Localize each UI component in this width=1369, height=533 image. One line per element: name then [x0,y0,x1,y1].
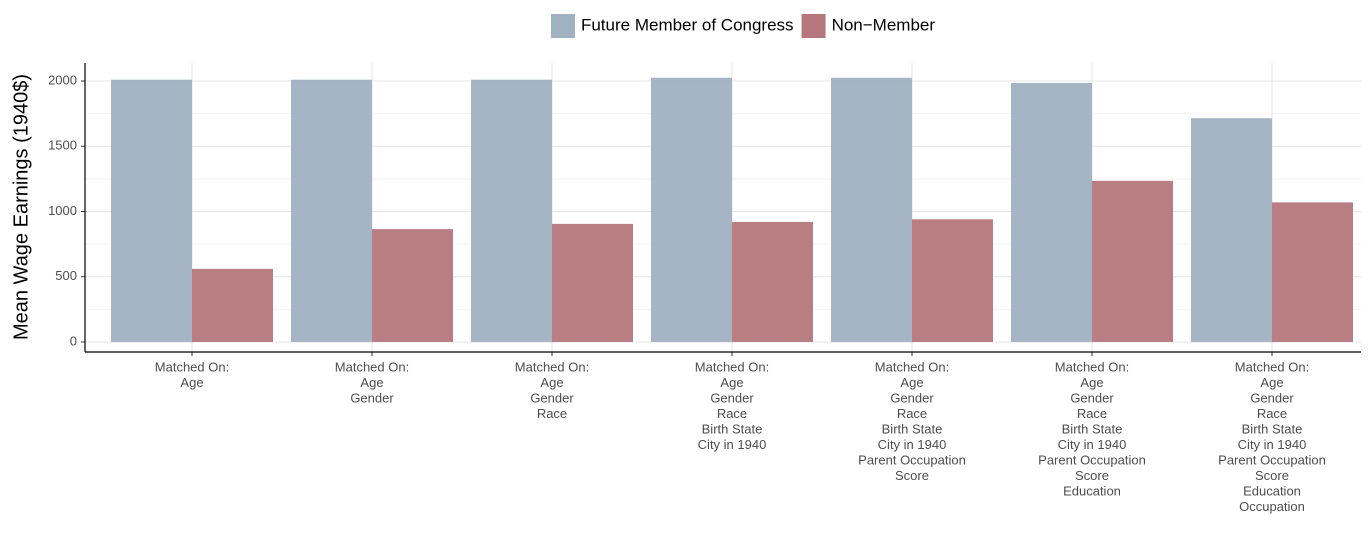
x-tick-label: Race [537,406,567,421]
x-tick-label: Age [360,375,383,390]
x-tick-label: Parent Occupation [858,452,966,467]
x-tick-label: Race [897,406,927,421]
x-tick-label: Matched On: [1055,359,1129,374]
x-tick-label: Birth State [702,421,763,436]
x-tick-label: Parent Occupation [1038,452,1146,467]
y-tick-label: 2000 [48,72,77,87]
x-tick-label: Gender [890,390,934,405]
x-tick-label: Education [1243,483,1301,498]
x-tick-label: Matched On: [335,359,409,374]
x-tick-label: Gender [710,390,754,405]
x-tick-label: Score [1075,468,1109,483]
bar [1272,202,1353,342]
legend-label: Non−Member [832,15,936,34]
x-tick-label: Education [1063,483,1121,498]
x-tick-label: Birth State [1062,421,1123,436]
x-tick-label: City in 1940 [1238,437,1307,452]
x-tick-label: Gender [530,390,574,405]
legend-label: Future Member of Congress [581,15,794,34]
x-tick-label: Matched On: [875,359,949,374]
bar [552,223,633,342]
bar [732,221,813,342]
x-tick-label: Age [900,375,923,390]
x-tick-label: Birth State [882,421,943,436]
y-tick-label: 1000 [48,203,77,218]
x-tick-label: Score [895,468,929,483]
x-tick-label: Matched On: [515,359,589,374]
bar [1092,180,1173,342]
x-tick-label: Occupation [1239,499,1305,514]
x-tick-label: Age [1260,375,1283,390]
x-tick-label: Gender [1070,390,1114,405]
y-tick-label: 500 [55,268,77,283]
x-tick-label: Age [1080,375,1103,390]
y-tick-label: 0 [70,333,77,348]
x-tick-label: Birth State [1242,421,1303,436]
bar [291,79,372,342]
x-tick-label: Matched On: [155,359,229,374]
legend-swatch [550,14,575,38]
bar [1191,118,1272,342]
bar [192,268,273,342]
legend-swatch [801,14,826,38]
bar [471,79,552,342]
x-tick-label: Parent Occupation [1218,452,1326,467]
bar [111,79,192,342]
y-axis-title: Mean Wage Earnings (1940$) [10,74,32,340]
bar [651,77,732,342]
x-tick-label: Race [1257,406,1287,421]
x-tick-label: Score [1255,468,1289,483]
x-tick-label: Age [180,375,203,390]
bar [372,229,453,342]
y-tick-label: 1500 [48,138,77,153]
x-tick-label: City in 1940 [698,437,767,452]
bar [1011,82,1092,342]
x-tick-label: Gender [350,390,394,405]
x-tick-label: City in 1940 [878,437,947,452]
x-tick-label: Matched On: [695,359,769,374]
bar [831,77,912,342]
x-tick-label: Matched On: [1235,359,1309,374]
x-tick-label: City in 1940 [1058,437,1127,452]
x-tick-label: Age [540,375,563,390]
x-tick-label: Age [720,375,743,390]
x-tick-label: Gender [1250,390,1294,405]
x-tick-label: Race [1077,406,1107,421]
x-tick-label: Race [717,406,747,421]
bar [912,219,993,342]
